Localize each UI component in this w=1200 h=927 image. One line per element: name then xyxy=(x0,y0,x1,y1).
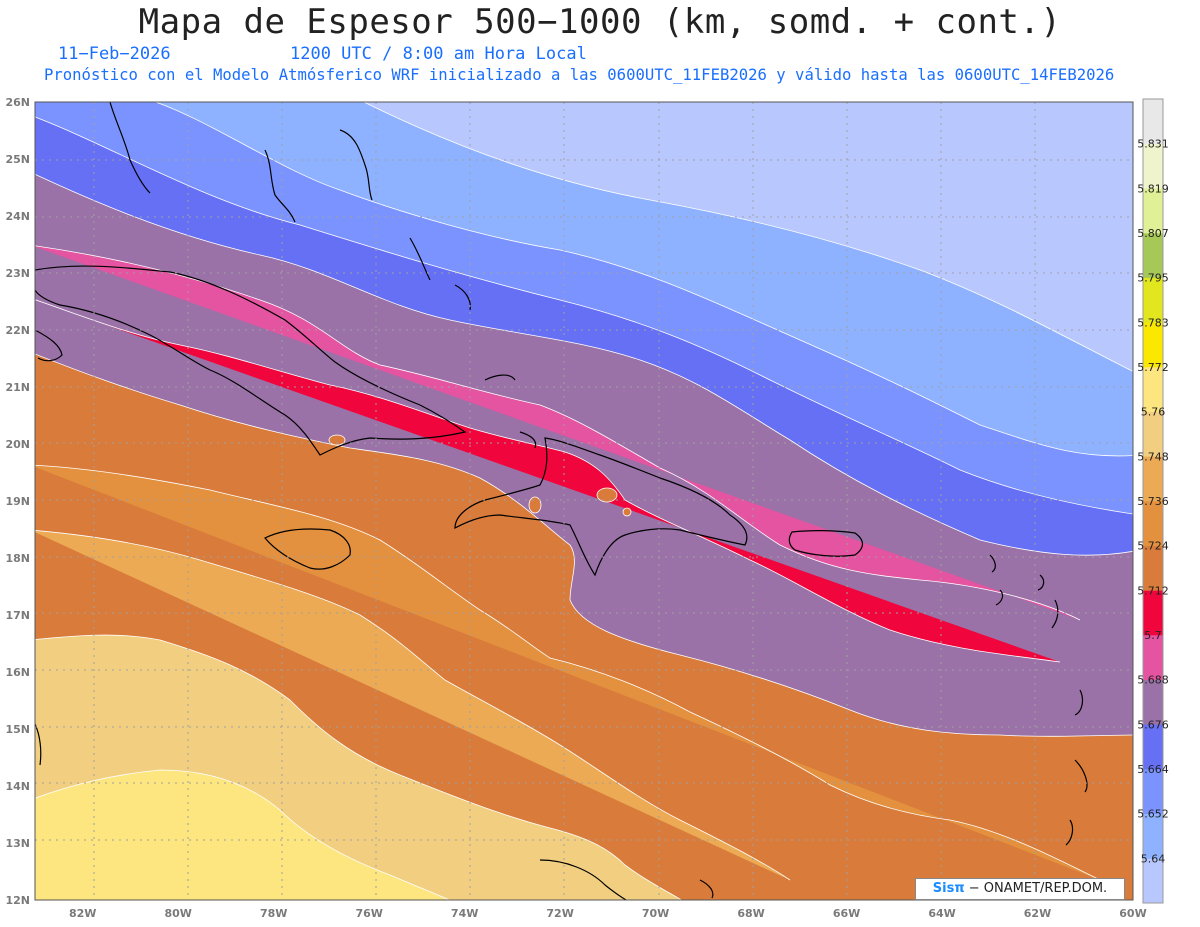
colorbar-level-label: 5.712 xyxy=(1137,584,1169,597)
warm-spot xyxy=(528,496,542,514)
lat-tick-label: 25N xyxy=(5,153,30,166)
colorbar: 5.64 5.652 5.664 5.676 5.688 5.7 5.712 5.724 5.7… xyxy=(1137,98,1169,904)
colorbar-swatch xyxy=(1143,545,1163,591)
lat-tick-label: 18N xyxy=(5,552,30,565)
forecast-label: Pronóstico con el Modelo Atmósferico WRF… xyxy=(44,66,1115,84)
colorbar-swatch xyxy=(1143,769,1163,814)
lat-tick-label: 22N xyxy=(5,324,30,337)
coast-cuba xyxy=(35,265,467,456)
lon-tick-label: 68W xyxy=(737,907,764,920)
lon-tick-label: 66W xyxy=(833,907,860,920)
colorbar-swatch xyxy=(1143,233,1163,278)
warm-spot xyxy=(622,507,632,517)
colorbar-swatch xyxy=(1143,590,1163,636)
time-label: 1200 UTC / 8:00 am Hora Local xyxy=(290,44,587,64)
colorbar-swatch xyxy=(1143,501,1163,546)
lon-tick-label: 64W xyxy=(928,907,955,920)
colorbar-level-label: 5.831 xyxy=(1137,138,1169,151)
warm-spot xyxy=(596,487,618,503)
lat-tick-label: 15N xyxy=(5,723,30,736)
colorbar-level-label: 5.76 xyxy=(1141,406,1166,419)
warm-spot xyxy=(328,434,346,446)
colorbar-level-label: 5.819 xyxy=(1137,182,1169,195)
lat-tick-label: 17N xyxy=(5,609,30,622)
lat-tick-label: 20N xyxy=(5,438,30,451)
lat-tick-label: 19N xyxy=(5,495,30,508)
coast-bahamas-a xyxy=(264,149,296,223)
coast-bahamas-b xyxy=(339,129,373,201)
colorbar-level-label: 5.676 xyxy=(1137,718,1169,731)
lat-tick-label: 12N xyxy=(5,894,30,907)
colorbar-swatch xyxy=(1143,322,1163,368)
colorbar-swatch xyxy=(1143,367,1163,412)
colorbar-frame xyxy=(1142,98,1164,904)
colorbar-level-label: 5.783 xyxy=(1137,316,1169,329)
colorbar-level-label: 5.772 xyxy=(1137,361,1169,374)
credit-box: Sisπ − ONAMET/REP.DOM. xyxy=(915,878,1125,900)
coast-florida xyxy=(109,102,151,194)
colorbar-level-label: 5.652 xyxy=(1137,808,1169,821)
colorbar-level-label: 5.688 xyxy=(1137,674,1169,687)
coast-islands xyxy=(484,374,1045,899)
lat-tick-label: 24N xyxy=(5,210,30,223)
band-5-7 xyxy=(35,245,1081,621)
credit-text: − ONAMET/REP.DOM. xyxy=(968,881,1108,896)
colorbar-swatch xyxy=(1143,99,1163,144)
colorbar-swatch xyxy=(1143,813,1163,859)
axis-ticks: 82W 80W 78W 76W 74W 72W 70W 68W 66W 64W 62W 60W 12N 1… xyxy=(5,96,1146,920)
coast-antilles xyxy=(1051,599,1088,846)
lat-tick-label: 16N xyxy=(5,666,30,679)
map-grid xyxy=(35,102,1133,900)
credit-brand: Sisπ xyxy=(932,881,965,896)
lat-tick-label: 21N xyxy=(5,381,30,394)
colorbar-level-label: 5.724 xyxy=(1137,540,1169,553)
lat-tick-label: 26N xyxy=(5,96,30,109)
lat-tick-label: 14N xyxy=(5,780,30,793)
coast-bahamas-c xyxy=(409,237,431,281)
lon-tick-label: 70W xyxy=(642,907,669,920)
lat-tick-label: 23N xyxy=(5,267,30,280)
colorbar-level-label: 5.64 xyxy=(1141,852,1166,865)
band-5-736 xyxy=(35,464,1101,881)
map-title: Mapa de Espesor 500−1000 (km, somd. + co… xyxy=(138,2,1062,42)
lon-tick-label: 60W xyxy=(1119,907,1146,920)
colorbar-swatch xyxy=(1143,188,1163,234)
coast-jamaica xyxy=(264,528,351,570)
colorbar-level-label: 5.807 xyxy=(1137,227,1169,240)
colorbar-level-label: 5.7 xyxy=(1144,629,1162,642)
colorbar-level-label: 5.795 xyxy=(1137,272,1169,285)
coast-hispaniola xyxy=(454,437,748,577)
colorbar-swatch xyxy=(1143,456,1163,502)
colorbar-level-label: 5.736 xyxy=(1137,495,1169,508)
colorbar-level-label: 5.664 xyxy=(1137,763,1169,776)
colorbar-swatch xyxy=(1143,635,1163,680)
colorbar-swatch xyxy=(1143,143,1163,189)
colorbar-swatch xyxy=(1143,277,1163,323)
colorbar-level-label: 5.748 xyxy=(1137,450,1169,463)
coast-yucatan xyxy=(35,329,63,362)
lon-tick-label: 74W xyxy=(451,907,478,920)
lon-tick-label: 80W xyxy=(164,907,191,920)
lon-tick-label: 72W xyxy=(546,907,573,920)
band-5-748 xyxy=(35,530,791,881)
colorbar-swatch xyxy=(1143,679,1163,725)
lon-tick-label: 78W xyxy=(260,907,287,920)
colorbar-swatch xyxy=(1143,858,1163,904)
lon-tick-label: 82W xyxy=(69,907,96,920)
colorbar-swatch xyxy=(1143,411,1163,457)
band-5-712 xyxy=(35,299,1061,663)
coast-puertorico xyxy=(788,530,864,557)
lat-tick-label: 13N xyxy=(5,837,30,850)
coast-bahamas-d xyxy=(454,284,471,311)
lon-tick-label: 76W xyxy=(355,907,382,920)
lon-tick-label: 62W xyxy=(1024,907,1051,920)
colorbar-swatch xyxy=(1143,724,1163,770)
date-label: 11−Feb−2026 xyxy=(58,44,171,64)
band-5-772 xyxy=(35,769,451,900)
map-frame xyxy=(34,101,1134,901)
